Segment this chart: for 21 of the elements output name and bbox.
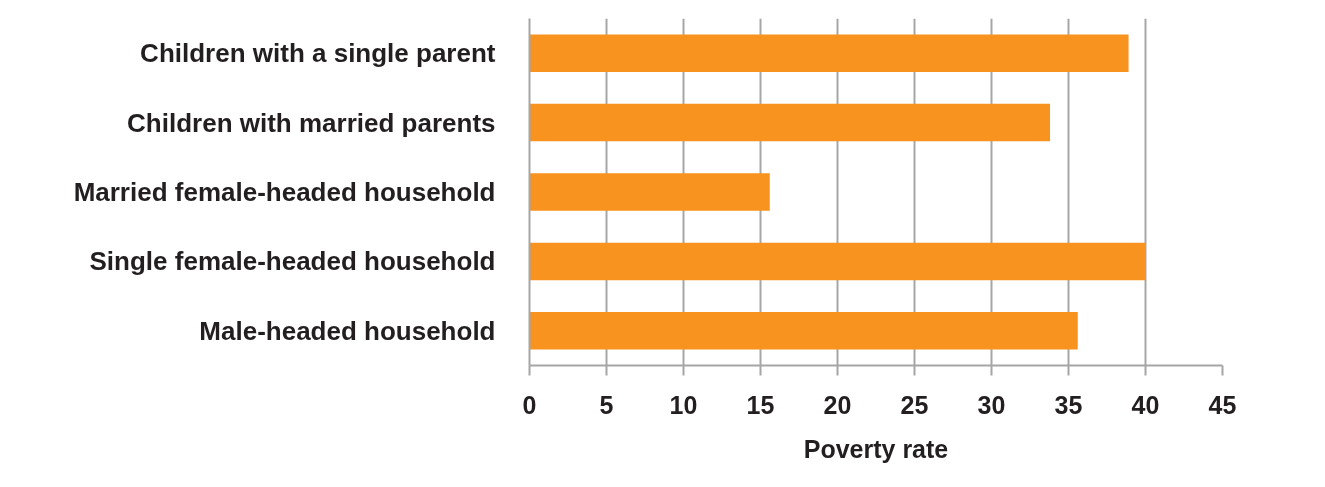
bar <box>529 173 770 211</box>
x-tick-label: 45 <box>1208 390 1237 419</box>
x-tick-label: 10 <box>669 390 698 419</box>
x-axis-title: Poverty rate <box>803 434 949 463</box>
x-tick-label: 40 <box>1131 390 1160 419</box>
bar <box>529 312 1078 350</box>
x-tick-label: 0 <box>522 390 537 419</box>
y-tick-label: Single female-headed household <box>89 246 496 277</box>
x-tick-label: 35 <box>1054 390 1083 419</box>
x-tick-label: 30 <box>977 390 1006 419</box>
y-tick-label: Male-headed household <box>199 315 496 346</box>
x-tick-label: 20 <box>823 390 852 419</box>
x-tick-label: 5 <box>599 390 614 419</box>
bar <box>529 103 1051 142</box>
y-tick-label: Children with a single parent <box>140 38 496 69</box>
x-tick-label: 15 <box>746 390 775 419</box>
x-tick-label: 25 <box>900 390 929 419</box>
y-tick-label: Married female-headed household <box>73 177 496 207</box>
y-tick-label: Children with married parents <box>127 107 496 138</box>
bar <box>529 242 1146 281</box>
bar <box>529 34 1129 72</box>
